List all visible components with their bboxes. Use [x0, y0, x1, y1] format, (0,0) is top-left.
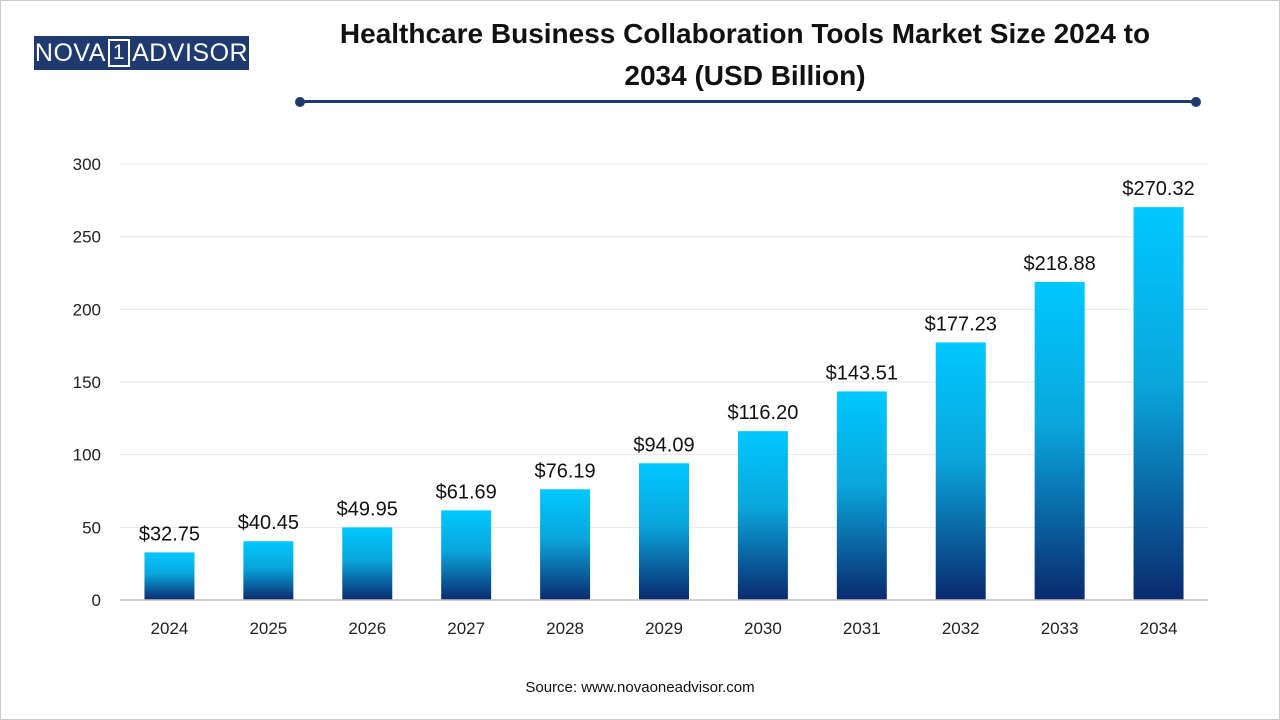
brand-logo: NOVA 1 ADVISOR [34, 36, 249, 70]
x-tick-label-2031: 2031 [843, 619, 881, 638]
title-underline [295, 96, 1201, 107]
chart-title-line1: Healthcare Business Collaboration Tools … [339, 18, 1151, 49]
bar-2031 [836, 391, 887, 600]
bar-2030 [737, 431, 788, 600]
data-label-2031: $143.51 [826, 362, 898, 384]
source-note: Source: www.novaoneadvisor.com [525, 679, 755, 696]
data-label-2034: $270.32 [1122, 178, 1194, 200]
y-tick-label: 50 [82, 518, 101, 537]
logo-box: 1 [107, 39, 131, 67]
bar-2025 [243, 541, 294, 600]
bar-2033 [1034, 281, 1085, 600]
bar-2029 [639, 463, 689, 600]
bar-2026 [342, 527, 393, 600]
y-tick-label: 0 [92, 591, 101, 610]
bar-2032 [935, 342, 986, 600]
data-label-2026: $49.95 [337, 498, 398, 520]
y-tick-label: 100 [73, 446, 101, 465]
bar-2028 [540, 489, 591, 600]
x-tick-label-2025: 2025 [249, 619, 287, 638]
x-axis-ticks: 2024 2025 2026 2027 2028 2029 2030 2031 2032 2033… [151, 619, 1178, 638]
chart-title-line2: 2034 (USD Billion) [624, 60, 866, 91]
y-tick-label: 150 [73, 373, 101, 392]
x-tick-label-2032: 2032 [942, 619, 980, 638]
data-labels: $32.75 $40.45 $49.95 $61.69 $76.19 $94.09 $116… [139, 178, 1195, 545]
x-tick-label-2029: 2029 [645, 619, 683, 638]
y-tick-label: 300 [73, 155, 101, 174]
x-tick-label-2028: 2028 [546, 619, 584, 638]
y-tick-label: 200 [73, 300, 101, 319]
x-tick-label-2024: 2024 [151, 619, 189, 638]
data-label-2033: $218.88 [1023, 253, 1095, 275]
data-label-2024: $32.75 [139, 523, 200, 545]
data-label-2025: $40.45 [238, 512, 299, 534]
data-label-2027: $61.69 [436, 481, 497, 503]
y-axis-ticks: 0 50 100 150 200 250 300 [73, 155, 101, 610]
x-tick-label-2030: 2030 [744, 619, 782, 638]
chart-title: Healthcare Business Collaboration Tools … [270, 13, 1220, 97]
title-underline-dot-right [1191, 96, 1201, 107]
bar-2024 [144, 552, 195, 600]
logo-text-right: ADVISOR [132, 39, 249, 67]
data-label-2029: $94.09 [633, 434, 694, 456]
title-underline-dot-left [295, 96, 305, 107]
data-label-2030: $116.20 [728, 402, 799, 424]
x-tick-label-2033: 2033 [1041, 619, 1079, 638]
y-tick-label: 250 [73, 228, 101, 247]
bar-2034 [1133, 207, 1184, 600]
bars [144, 207, 1184, 600]
data-label-2032: $177.23 [925, 313, 997, 335]
x-tick-label-2026: 2026 [348, 619, 386, 638]
logo-text-left: NOVA [34, 39, 106, 67]
bar-2027 [441, 510, 492, 600]
data-label-2028: $76.19 [535, 460, 596, 482]
x-tick-label-2034: 2034 [1140, 619, 1178, 638]
grid-lines [120, 163, 1208, 528]
x-tick-label-2027: 2027 [447, 619, 485, 638]
